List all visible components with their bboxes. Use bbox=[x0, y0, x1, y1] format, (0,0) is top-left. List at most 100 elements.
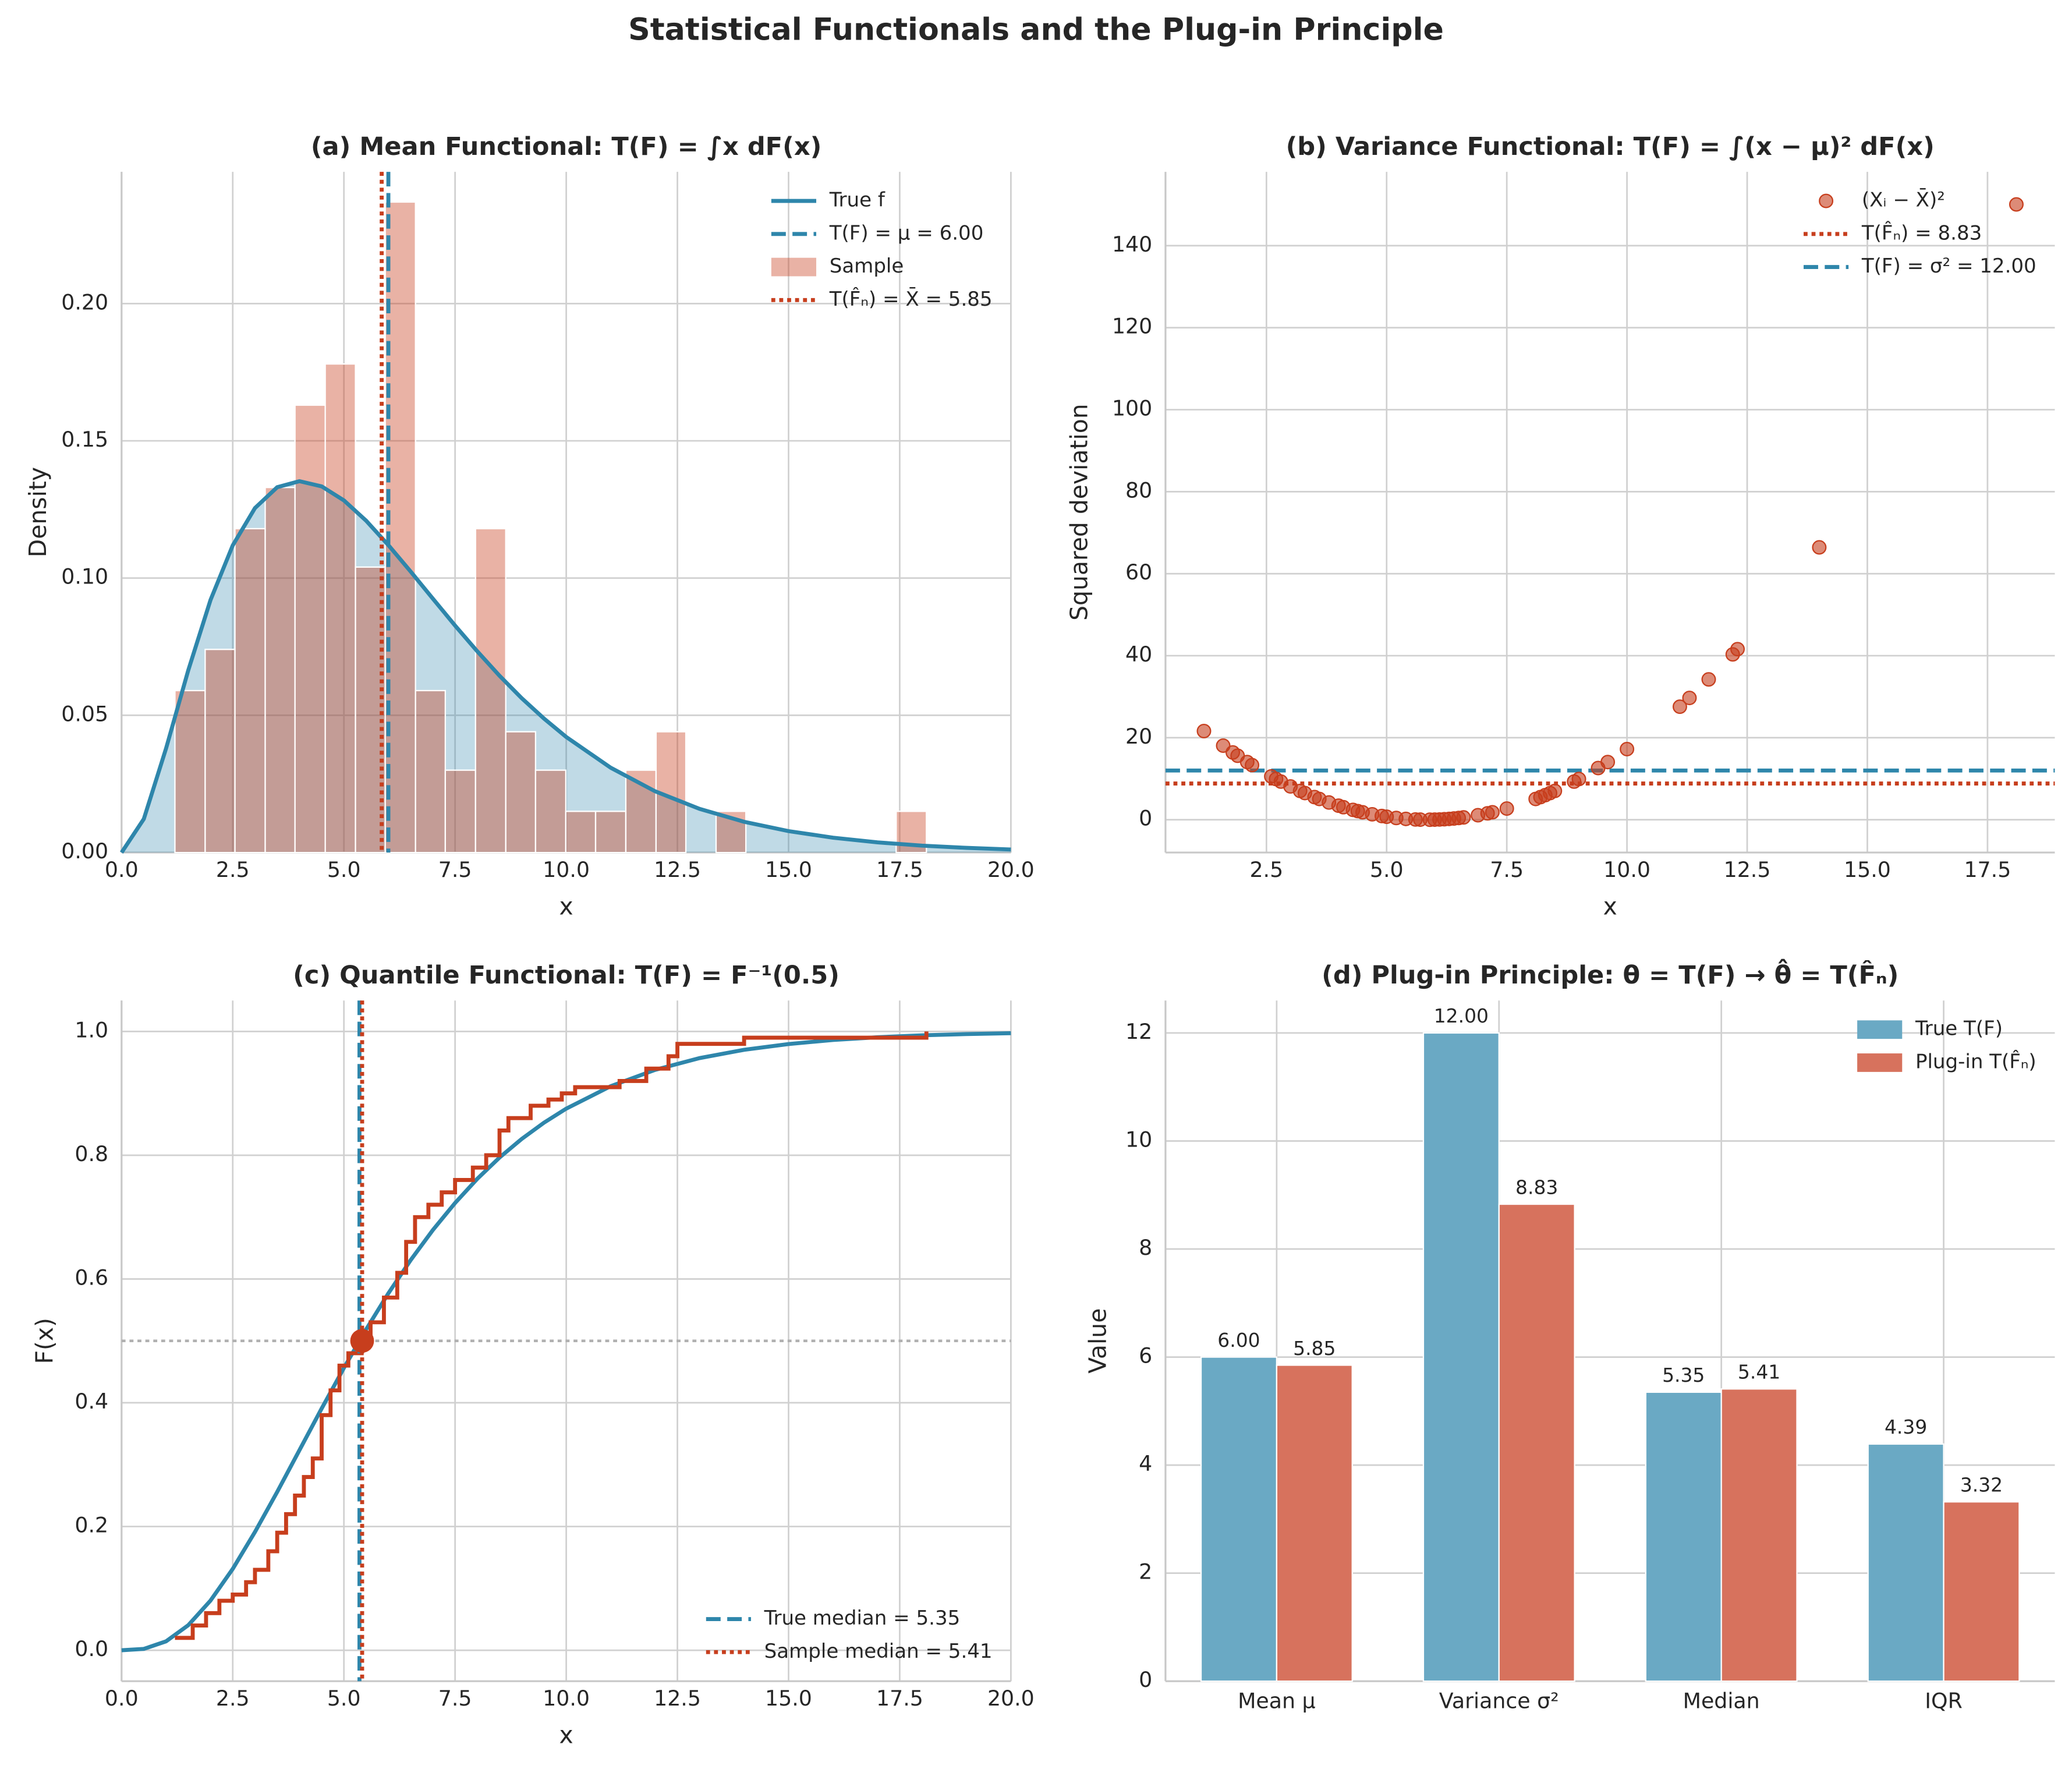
legend-swatch bbox=[1857, 1053, 1903, 1072]
y-tick-label: 0.15 bbox=[61, 427, 108, 452]
density-area bbox=[121, 481, 1011, 853]
y-tick-label: 0.6 bbox=[75, 1265, 108, 1290]
x-tick-label: 10.0 bbox=[543, 857, 590, 882]
x-tick-label: 12.5 bbox=[654, 1686, 701, 1711]
histogram-bar bbox=[234, 528, 266, 854]
y-tick-label: 0.8 bbox=[75, 1141, 108, 1166]
histogram-bar bbox=[534, 769, 566, 854]
y-tick-label: 0.0 bbox=[75, 1636, 108, 1661]
legend-swatch bbox=[1819, 193, 1834, 208]
x-axis-label: x bbox=[1603, 892, 1617, 920]
scatter-point bbox=[1196, 724, 1212, 738]
x-tick-label: 5.0 bbox=[327, 857, 361, 882]
x-tick-label: 17.5 bbox=[1964, 857, 2011, 882]
x-tick-label: Mean μ bbox=[1238, 1689, 1316, 1714]
histogram-bar bbox=[565, 811, 597, 854]
y-tick-label: 0.4 bbox=[75, 1389, 108, 1414]
x-tick-label: 0.0 bbox=[105, 857, 139, 882]
x-tick-label: 7.5 bbox=[438, 857, 472, 882]
x-tick-label: 20.0 bbox=[987, 857, 1035, 882]
histogram-bar bbox=[204, 649, 236, 854]
legend-label: Plug-in T(F̂ₙ) bbox=[1915, 1049, 2036, 1073]
bar bbox=[1498, 1203, 1575, 1682]
x-tick-label: 0.0 bbox=[105, 1686, 139, 1711]
legend-label: T(F) = μ = 6.00 bbox=[829, 221, 984, 245]
scatter-point bbox=[1499, 801, 1514, 816]
y-axis-label: F(x) bbox=[30, 1318, 58, 1364]
y-tick-label: 0.00 bbox=[61, 838, 108, 864]
y-axis-label: Value bbox=[1083, 1308, 1111, 1374]
bar bbox=[1276, 1364, 1353, 1682]
x-tick-label: Variance σ² bbox=[1439, 1689, 1559, 1714]
value-label: 5.35 bbox=[1662, 1364, 1705, 1386]
x-tick-label: 7.5 bbox=[1490, 857, 1524, 882]
value-label: 12.00 bbox=[1434, 1004, 1489, 1027]
x-tick-label: Median bbox=[1683, 1689, 1760, 1714]
y-tick-label: 0 bbox=[1139, 1667, 1152, 1692]
scatter-point bbox=[1672, 699, 1687, 714]
histogram-bar bbox=[264, 487, 296, 854]
histogram-bar bbox=[294, 404, 326, 854]
legend-label: T(F̂ₙ) = X̄ = 5.85 bbox=[829, 287, 993, 311]
x-tick-label: 2.5 bbox=[1249, 857, 1283, 882]
y-tick-label: 20 bbox=[1125, 724, 1152, 749]
y-axis-label: Squared deviation bbox=[1065, 404, 1093, 621]
value-label: 8.83 bbox=[1515, 1176, 1558, 1198]
y-tick-label: 0.05 bbox=[61, 701, 108, 726]
histogram-bar bbox=[594, 811, 627, 854]
y-tick-label: 12 bbox=[1125, 1019, 1152, 1044]
y-tick-label: 40 bbox=[1125, 642, 1152, 667]
histogram-bar bbox=[324, 363, 356, 854]
x-tick-label: IQR bbox=[1925, 1689, 1963, 1714]
scatter-point bbox=[1730, 642, 1745, 657]
scatter-point bbox=[1571, 772, 1586, 787]
histogram-bar bbox=[444, 769, 476, 854]
y-tick-label: 0.2 bbox=[75, 1513, 108, 1538]
figure-title: Statistical Functionals and the Plug-in … bbox=[628, 13, 1444, 48]
y-tick-label: 0.20 bbox=[61, 289, 108, 314]
density-line bbox=[119, 479, 1011, 854]
legend-label: (Xᵢ − X̄)² bbox=[1862, 187, 1945, 211]
scatter-point bbox=[1245, 758, 1260, 773]
y-tick-label: 100 bbox=[1112, 396, 1152, 421]
legend-label: Sample median = 5.41 bbox=[764, 1640, 993, 1663]
legend-label: True f bbox=[829, 189, 886, 212]
scatter-point bbox=[1485, 805, 1500, 820]
scatter-point bbox=[1682, 691, 1697, 706]
panel-title: (a) Mean Functional: T(F) = ∫x dF(x) bbox=[311, 132, 822, 161]
y-tick-label: 4 bbox=[1139, 1451, 1152, 1476]
panel-title: (d) Plug-in Principle: θ = T(F) → θ̂ = T… bbox=[1322, 959, 1899, 990]
legend-label: True median = 5.35 bbox=[764, 1607, 961, 1630]
x-tick-label: 17.5 bbox=[876, 1686, 923, 1711]
x-axis-label: x bbox=[559, 1721, 573, 1749]
value-label: 4.39 bbox=[1885, 1416, 1927, 1438]
x-tick-label: 10.0 bbox=[1603, 857, 1650, 882]
scatter-point bbox=[1812, 540, 1827, 555]
y-tick-label: 1.0 bbox=[75, 1017, 108, 1042]
scatter-point bbox=[1600, 755, 1616, 770]
ecdf-line bbox=[175, 1031, 929, 1640]
y-tick-label: 2 bbox=[1139, 1559, 1152, 1584]
x-tick-label: 15.0 bbox=[765, 857, 812, 882]
scatter-point bbox=[1701, 672, 1716, 687]
y-tick-label: 6 bbox=[1139, 1343, 1152, 1368]
histogram-bar bbox=[505, 731, 537, 854]
value-label: 3.32 bbox=[1960, 1473, 2003, 1496]
x-tick-label: 20.0 bbox=[987, 1686, 1035, 1711]
legend-swatch bbox=[771, 257, 817, 277]
y-tick-label: 120 bbox=[1112, 314, 1152, 339]
y-tick-label: 0.10 bbox=[61, 564, 108, 589]
x-tick-label: 7.5 bbox=[438, 1686, 472, 1711]
histogram-bar bbox=[174, 689, 206, 854]
bar bbox=[1200, 1356, 1278, 1682]
y-tick-label: 8 bbox=[1139, 1235, 1152, 1260]
scatter-point bbox=[1547, 783, 1563, 798]
x-tick-label: 12.5 bbox=[1724, 857, 1771, 882]
median-point bbox=[350, 1329, 374, 1353]
value-label: 5.41 bbox=[1738, 1361, 1780, 1384]
bar bbox=[1867, 1443, 1945, 1682]
x-tick-label: 17.5 bbox=[876, 857, 923, 882]
cdf-line bbox=[121, 1031, 1011, 1653]
x-tick-label: 15.0 bbox=[1844, 857, 1891, 882]
